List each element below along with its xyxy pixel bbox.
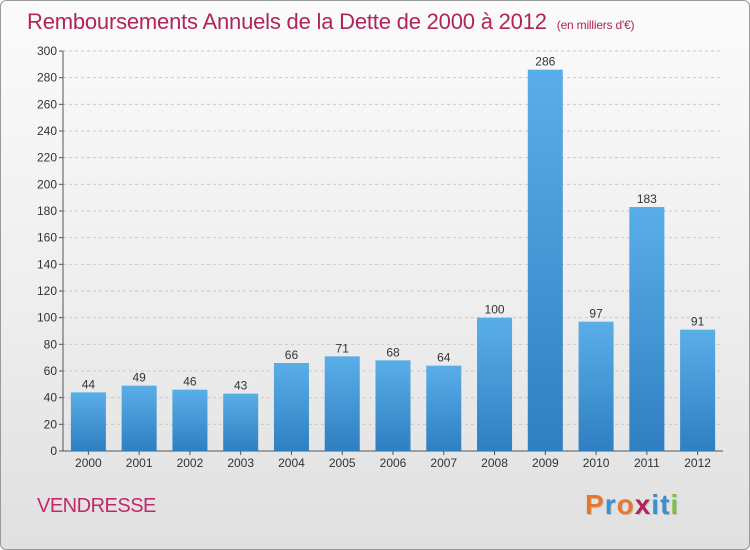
x-tick-labels: 2000 2001 2002 2003 2004 2005 2006 2007 2008 2009… [75,451,711,470]
bar [223,393,259,451]
bar [324,356,360,451]
chart-title: Remboursements Annuels de la Dette de 20… [27,9,635,35]
y-tick-label: 260 [37,97,57,111]
proxiti-logo: Proxiti [585,489,679,521]
y-tick-label: 40 [44,391,58,405]
bar [121,385,157,451]
data-label: 44 [82,377,96,391]
y-tick-label: 100 [37,311,57,325]
data-label: 46 [183,375,197,389]
bar [172,389,208,451]
data-label: 64 [437,351,451,365]
x-tick-label: 2004 [278,456,305,470]
y-tick-label: 220 [37,151,57,165]
data-label: 97 [589,307,603,321]
y-tick-label: 200 [37,177,57,191]
logo-letter: t [660,489,671,520]
bar [629,207,665,451]
commune-name: VENDRESSE [37,495,156,517]
x-tick-label: 2007 [430,456,457,470]
logo-letter: i [651,489,661,520]
chart-subtitle: (en milliers d'€) [556,18,635,32]
logo-letter: o [616,489,635,520]
chart-title-text: Remboursements Annuels de la Dette de 20… [27,9,547,34]
logo-letter: i [670,489,680,520]
y-tick-label: 240 [37,124,57,138]
y-tick-label: 140 [37,257,57,271]
logo-letter: r [604,489,617,520]
data-label: 66 [285,348,299,362]
data-label: 71 [336,341,350,355]
y-tick-label: 180 [37,204,57,218]
data-label: 183 [637,192,657,206]
data-label: 286 [535,55,555,69]
x-tick-label: 2011 [634,456,660,470]
y-tick-label: 160 [37,231,57,245]
y-tick-label: 80 [44,337,58,351]
bar [680,329,716,451]
bars [70,69,716,452]
x-tick-label: 2001 [126,456,153,470]
bar [578,321,614,451]
bar [477,317,513,451]
y-tick-label: 120 [37,284,57,298]
y-tick-label: 60 [44,364,58,378]
data-label: 91 [691,315,705,329]
bar [375,360,411,451]
x-tick-label: 2005 [329,456,356,470]
y-tick-label: 0 [50,444,57,458]
x-tick-label: 2000 [75,456,102,470]
data-label: 43 [234,379,248,393]
x-tick-label: 2006 [380,456,407,470]
y-tick-label: 300 [37,44,57,58]
data-label: 68 [386,345,400,359]
x-tick-label: 2003 [227,456,254,470]
logo-letter: P [585,489,605,520]
x-tick-label: 2009 [532,456,559,470]
bar [527,69,563,452]
data-label: 100 [485,303,505,317]
bar [70,392,106,451]
logo-letter: x [634,489,652,520]
bar [273,363,309,451]
x-tick-label: 2012 [684,456,711,470]
x-tick-label: 2002 [177,456,204,470]
x-tick-label: 2008 [481,456,508,470]
y-tick-labels: 0 20 40 60 80 100 120 140 160 180 200 220 240 260 280 3… [37,44,57,458]
data-label: 49 [132,371,146,385]
bar [426,365,462,451]
y-tick-label: 280 [37,71,57,85]
x-tick-label: 2010 [583,456,610,470]
y-tick-label: 20 [44,417,58,431]
value-labels: 44 49 46 43 66 71 68 64 100 286 97 183 91 [82,55,705,393]
